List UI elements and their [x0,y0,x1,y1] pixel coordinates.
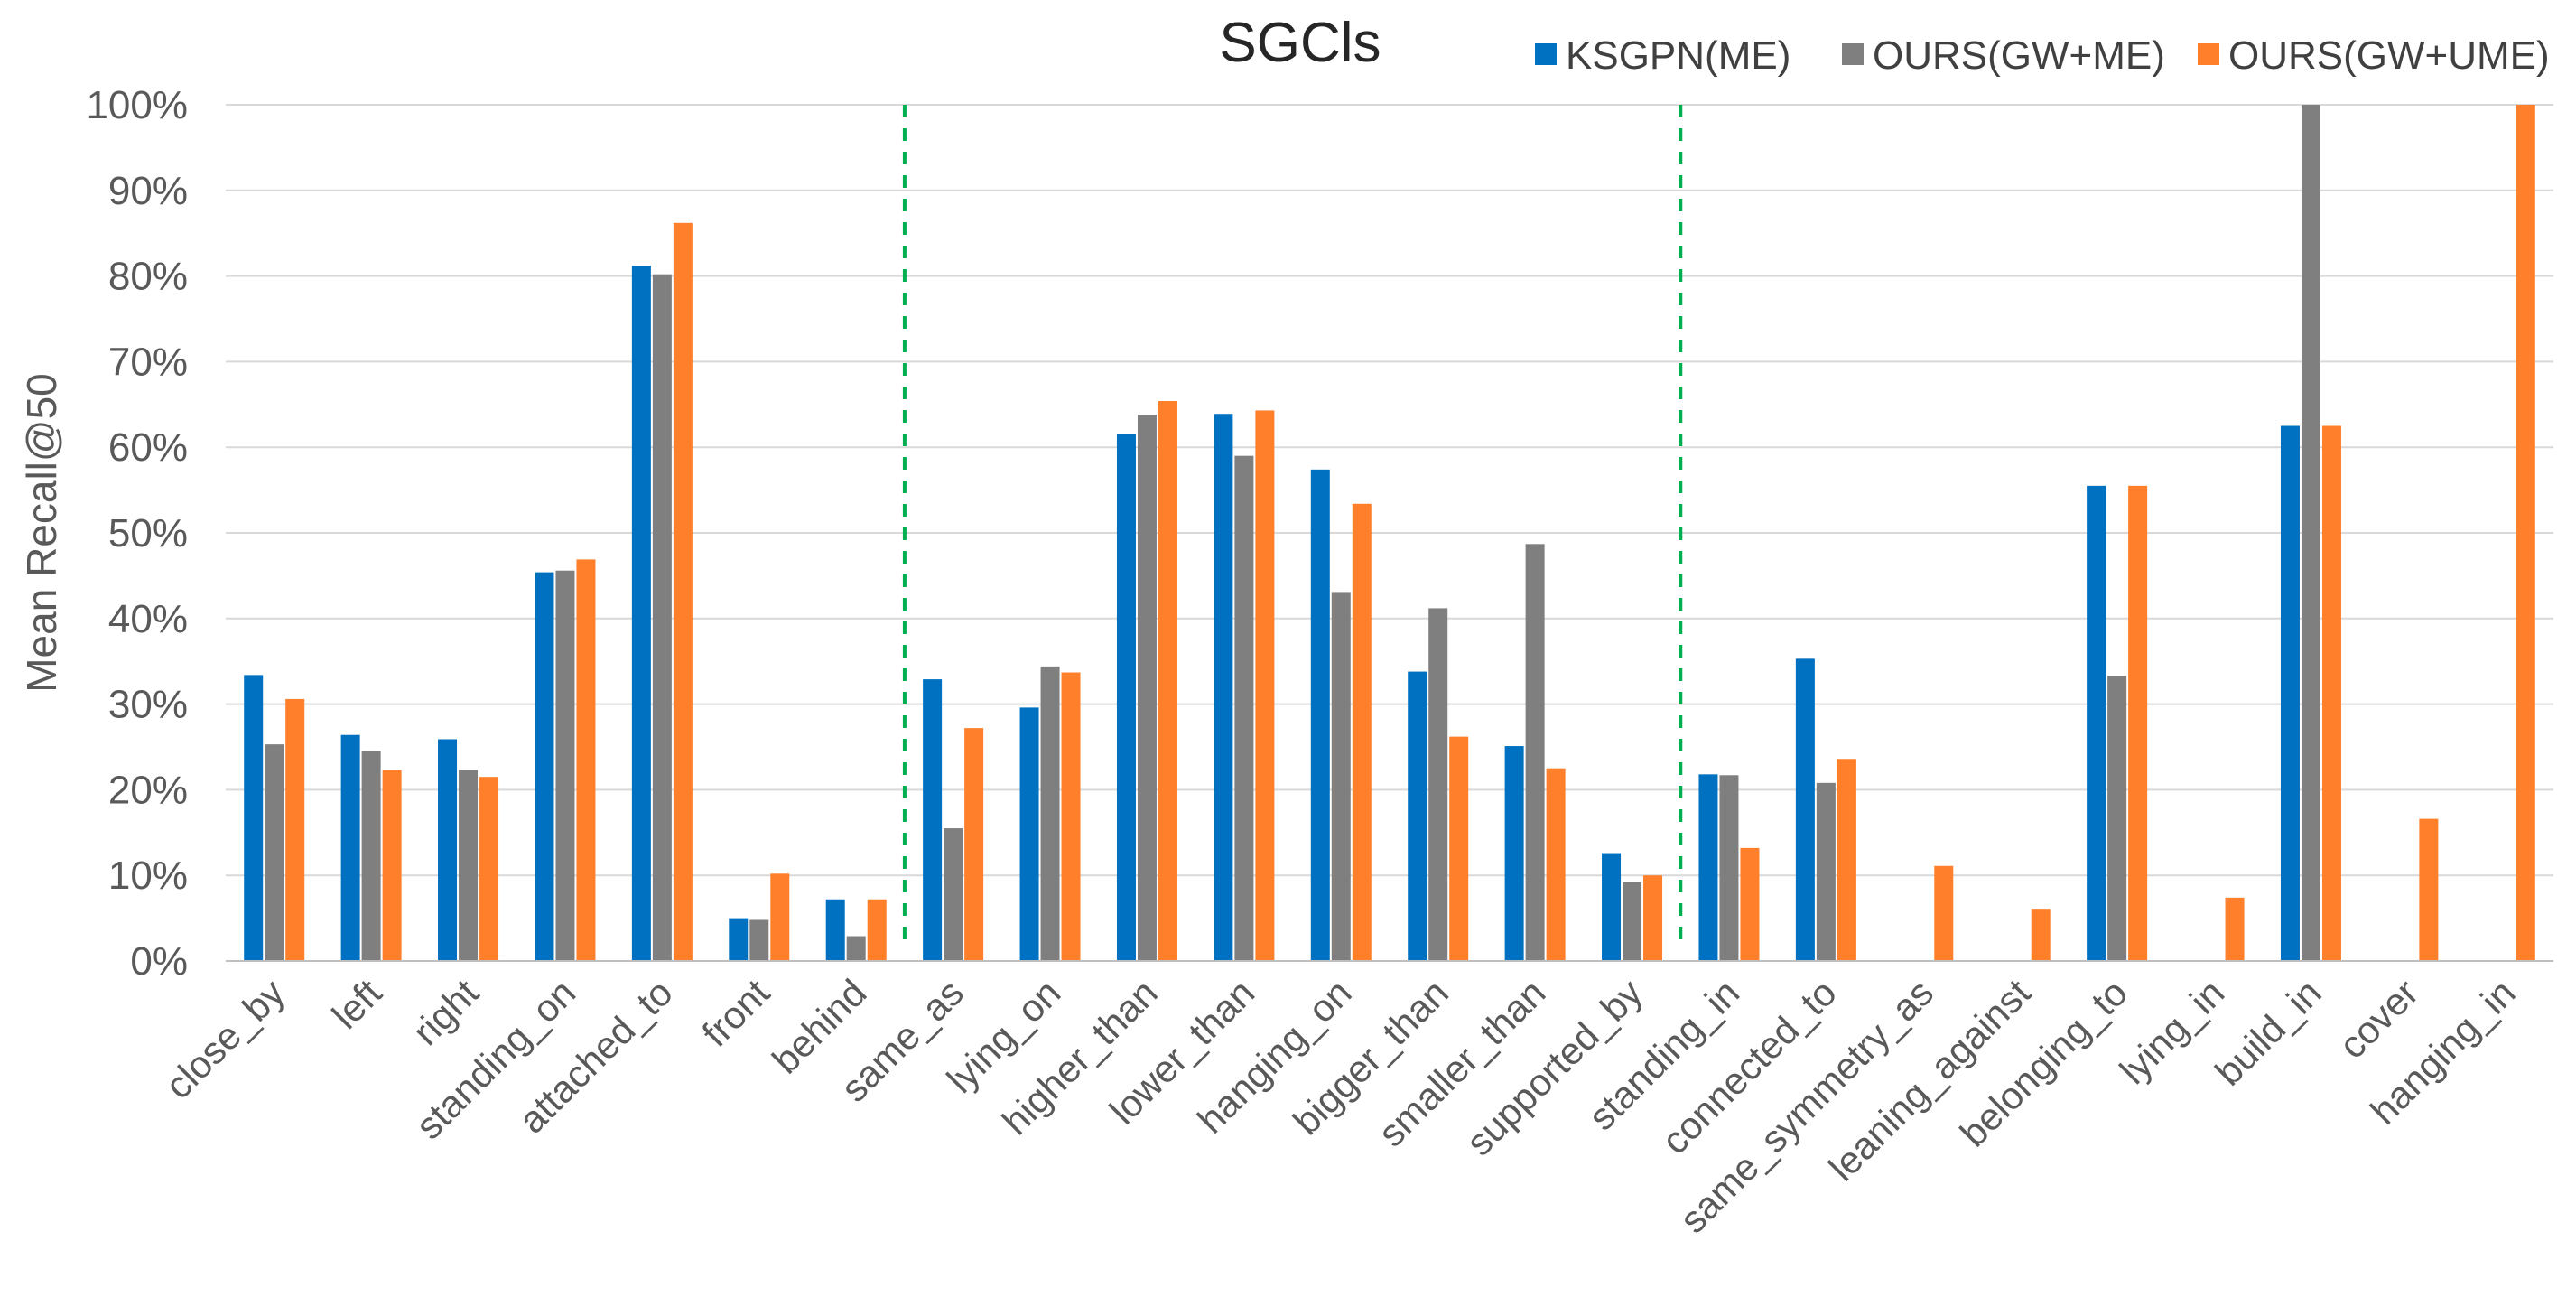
bar-attached_to-2 [673,222,693,962]
bar-bigger_than-0 [1408,671,1427,961]
bar-higher_than-0 [1116,434,1136,962]
bar-close_by-0 [244,675,264,961]
bar-left-1 [361,751,381,961]
bar-lying_on-2 [1061,672,1081,961]
bar-same_as-2 [964,728,984,961]
x-tick-label: front [693,971,777,1055]
bar-right-0 [438,739,458,961]
bar-belonging_to-0 [2087,485,2106,961]
bar-connected_to-2 [1837,759,1856,961]
bar-standing_on-1 [555,570,575,961]
bar-same_as-1 [944,828,963,961]
bar-connected_to-1 [1816,782,1836,961]
bar-standing_in-0 [1698,774,1718,961]
x-tick-label: left [324,971,390,1037]
y-tick-label: 60% [108,425,188,470]
bar-build_in-1 [2301,105,2320,961]
bar-smaller_than-1 [1525,544,1545,961]
legend-swatch-ksgpn [1535,43,1557,65]
bar-attached_to-1 [652,274,672,962]
bar-bigger_than-2 [1449,736,1469,961]
x-tick-label: belonging_to [1952,971,2135,1154]
bar-build_in-0 [2280,425,2300,961]
bar-front-1 [749,919,769,961]
bar-standing_in-1 [1719,775,1739,961]
bar-right-1 [459,770,479,961]
bar-behind-0 [825,899,845,961]
y-tick-label: 20% [108,768,188,812]
y-tick-label: 80% [108,255,188,299]
y-axis-ticks: 0% 10% 20% 30% 40% 50% 60% 70% 80% 90% 100% [86,83,188,984]
bar-connected_to-0 [1795,658,1815,961]
bar-same_as-0 [923,679,943,961]
x-tick-label: smaller_than [1370,971,1553,1154]
y-tick-label: 0% [130,939,188,984]
bar-close_by-1 [265,744,284,961]
bar-supported_by-2 [1643,875,1663,961]
x-tick-label: right [405,971,487,1053]
bar-close_by-2 [285,698,305,961]
bar-build_in-2 [2321,425,2341,961]
bar-standing_on-0 [535,572,554,961]
bar-supported_by-1 [1623,882,1642,961]
bar-behind-2 [867,899,887,961]
bar-cover-2 [2419,818,2439,961]
bar-higher_than-1 [1137,415,1157,961]
bar-left-0 [340,734,360,961]
bar-front-2 [770,873,790,961]
y-tick-label: 50% [108,511,188,555]
bar-hanging_on-1 [1331,592,1351,961]
bar-hanging_in-2 [2516,105,2535,961]
x-tick-label: close_by [157,971,293,1106]
y-tick-label: 30% [108,683,188,727]
bar-higher_than-2 [1158,401,1177,961]
x-tick-label: build_in [2207,971,2330,1094]
bar-belonging_to-1 [2107,676,2127,961]
bar-standing_on-2 [576,559,596,961]
legend-label-ours-gw-ume: OURS(GW+UME) [2228,33,2550,78]
bar-belonging_to-2 [2128,485,2148,961]
bar-front-0 [729,918,749,961]
legend-swatch-ours-gw-ume [2198,43,2219,65]
bar-lower_than-0 [1214,414,1233,961]
bar-behind-1 [846,936,866,961]
bar-standing_in-2 [1740,847,1760,961]
bar-lower_than-1 [1234,455,1254,961]
bar-left-2 [382,770,402,961]
y-tick-label: 70% [108,340,188,384]
bar-same_symmetry_as-2 [1934,865,1954,961]
y-tick-label: 40% [108,597,188,641]
bar-right-2 [479,777,499,961]
gridlines [226,104,2553,877]
y-tick-label: 10% [108,854,188,898]
legend-label-ksgpn: KSGPN(ME) [1566,33,1790,78]
x-tick-label: lying_in [2111,971,2232,1092]
legend-swatch-ours-gw-me [1842,43,1864,65]
y-axis-label: Mean Recall@50 [18,373,65,693]
bar-lying_on-1 [1040,666,1060,961]
bar-lying_on-0 [1019,707,1039,961]
bar-attached_to-0 [631,266,651,961]
bar-smaller_than-2 [1546,768,1566,961]
y-tick-label: 100% [86,83,188,127]
legend: KSGPN(ME) OURS(GW+ME) OURS(GW+UME) [1535,33,2550,78]
bar-leaning_against-2 [2031,909,2051,961]
chart-title: SGCls [1219,12,1381,74]
bar-lying_in-2 [2225,897,2245,961]
bar-hanging_on-2 [1352,503,1372,961]
bar-smaller_than-0 [1504,746,1524,961]
y-tick-label: 90% [108,169,188,213]
legend-label-ours-gw-me: OURS(GW+ME) [1873,33,2165,78]
bars [244,105,2535,962]
bar-lower_than-2 [1255,410,1275,961]
bar-bigger_than-1 [1428,608,1448,961]
bar-hanging_on-0 [1310,469,1330,961]
bar-supported_by-0 [1602,853,1622,961]
